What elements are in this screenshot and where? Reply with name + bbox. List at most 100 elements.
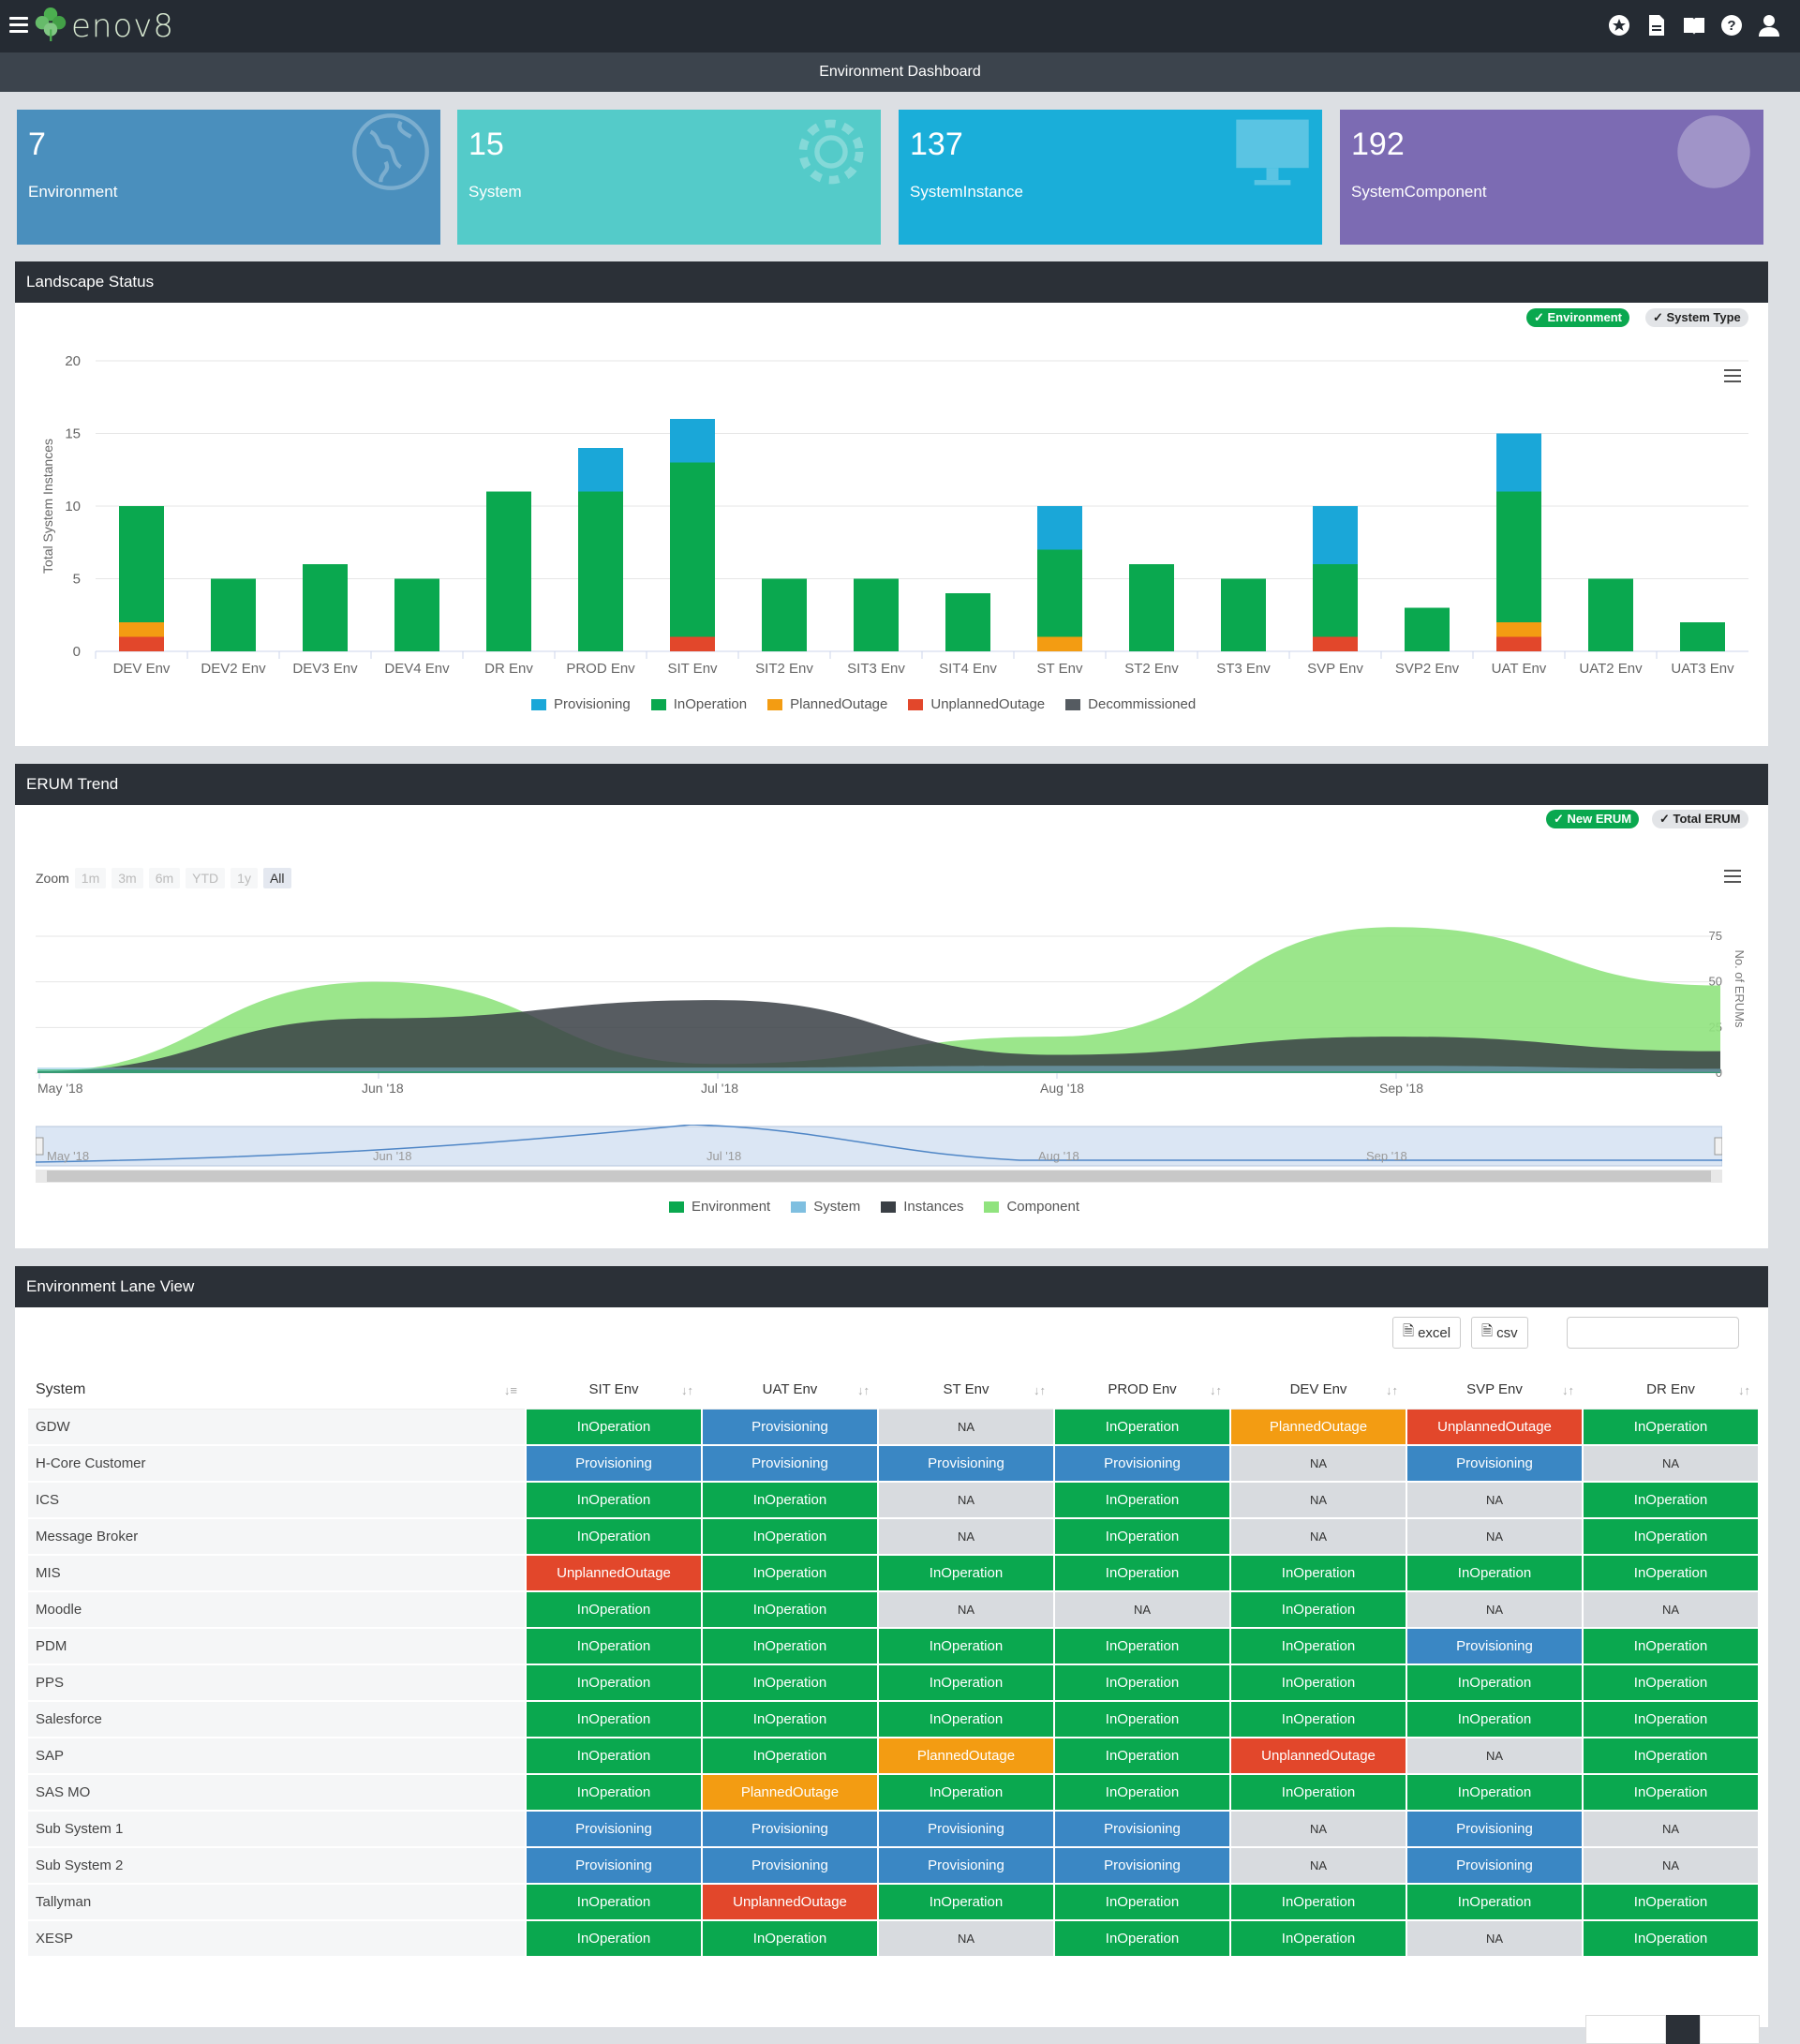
status-cell[interactable]: InOperation (1231, 1702, 1406, 1738)
status-cell[interactable]: InOperation (527, 1592, 701, 1629)
status-cell[interactable]: InOperation (1584, 1519, 1758, 1556)
status-cell[interactable]: InOperation (1231, 1921, 1406, 1958)
status-cell[interactable]: InOperation (703, 1665, 877, 1702)
status-cell[interactable]: InOperation (527, 1519, 701, 1556)
status-cell[interactable]: Provisioning (703, 1812, 877, 1848)
status-cell[interactable]: UnplannedOutage (1407, 1410, 1582, 1446)
status-cell[interactable]: UnplannedOutage (1231, 1738, 1406, 1775)
system-name-cell[interactable]: XESP (28, 1921, 525, 1958)
area-series-environment[interactable] (37, 1069, 1720, 1073)
status-cell[interactable]: PlannedOutage (703, 1775, 877, 1812)
status-cell[interactable]: InOperation (1407, 1775, 1582, 1812)
status-cell[interactable]: InOperation (703, 1629, 877, 1665)
status-cell[interactable]: InOperation (1584, 1775, 1758, 1812)
chart-menu-icon[interactable] (1724, 870, 1741, 883)
status-cell[interactable]: InOperation (527, 1483, 701, 1519)
bar-segment[interactable] (1405, 607, 1450, 652)
bar-segment[interactable] (1313, 636, 1358, 652)
column-header-system[interactable]: System ↓≡ (28, 1370, 525, 1410)
status-cell[interactable]: InOperation (527, 1885, 701, 1921)
status-cell[interactable]: Provisioning (1407, 1629, 1582, 1665)
user-icon[interactable] (1757, 13, 1781, 37)
bar-segment[interactable] (1313, 506, 1358, 564)
status-cell[interactable]: InOperation (703, 1556, 877, 1592)
status-cell[interactable]: NA (1584, 1848, 1758, 1885)
help-icon[interactable]: ? (1719, 13, 1744, 37)
legend-item[interactable]: Decommissioned (1065, 696, 1196, 712)
navigator-left-handle[interactable] (36, 1137, 44, 1156)
status-cell[interactable]: Provisioning (1407, 1446, 1582, 1483)
column-header-env[interactable]: DEV Env ↓↑ (1231, 1370, 1406, 1410)
status-cell[interactable]: InOperation (527, 1665, 701, 1702)
status-cell[interactable]: InOperation (1055, 1556, 1229, 1592)
status-cell[interactable]: PlannedOutage (1231, 1410, 1406, 1446)
status-cell[interactable]: Provisioning (527, 1446, 701, 1483)
status-cell[interactable]: InOperation (703, 1483, 877, 1519)
status-cell[interactable]: InOperation (703, 1738, 877, 1775)
bar-segment[interactable] (1037, 506, 1082, 550)
sort-icon[interactable]: ↓↑ (857, 1383, 870, 1397)
sort-icon[interactable]: ↓↑ (1034, 1383, 1046, 1397)
bar-segment[interactable] (1496, 491, 1541, 623)
status-cell[interactable]: InOperation (1407, 1885, 1582, 1921)
status-cell[interactable]: InOperation (527, 1702, 701, 1738)
system-card[interactable]: 15 System (457, 110, 881, 245)
status-cell[interactable]: InOperation (1584, 1483, 1758, 1519)
status-cell[interactable]: Provisioning (879, 1812, 1053, 1848)
sort-icon[interactable]: ↓↑ (1562, 1383, 1574, 1397)
document-icon[interactable] (1644, 13, 1669, 37)
status-cell[interactable]: InOperation (527, 1410, 701, 1446)
status-cell[interactable]: InOperation (879, 1702, 1053, 1738)
sort-icon[interactable]: ↓↑ (1210, 1383, 1222, 1397)
status-cell[interactable]: Provisioning (703, 1446, 877, 1483)
status-cell[interactable]: NA (1407, 1519, 1582, 1556)
sort-icon[interactable]: ↓≡ (503, 1383, 517, 1397)
status-cell[interactable]: NA (1231, 1446, 1406, 1483)
status-cell[interactable]: Provisioning (1407, 1848, 1582, 1885)
status-cell[interactable]: InOperation (879, 1556, 1053, 1592)
status-cell[interactable]: InOperation (879, 1629, 1053, 1665)
status-cell[interactable]: InOperation (1407, 1665, 1582, 1702)
status-cell[interactable]: NA (1231, 1848, 1406, 1885)
status-cell[interactable]: NA (879, 1483, 1053, 1519)
legend-item[interactable]: System (791, 1199, 860, 1215)
status-cell[interactable]: InOperation (1055, 1775, 1229, 1812)
column-header-env[interactable]: PROD Env ↓↑ (1055, 1370, 1229, 1410)
zoom-6m-button[interactable]: 6m (148, 868, 181, 888)
status-cell[interactable]: InOperation (1584, 1410, 1758, 1446)
zoom-3m-button[interactable]: 3m (112, 868, 143, 888)
status-cell[interactable]: InOperation (1584, 1629, 1758, 1665)
status-cell[interactable]: InOperation (1584, 1885, 1758, 1921)
search-input[interactable] (1567, 1317, 1739, 1349)
system-name-cell[interactable]: Salesforce (28, 1702, 525, 1738)
status-cell[interactable]: InOperation (703, 1921, 877, 1958)
status-cell[interactable]: InOperation (703, 1592, 877, 1629)
next-page-button[interactable] (1700, 2015, 1760, 2044)
area-series-instances[interactable] (37, 1000, 1720, 1073)
book-icon[interactable] (1682, 13, 1706, 37)
status-cell[interactable]: NA (1407, 1738, 1582, 1775)
status-cell[interactable]: InOperation (1055, 1483, 1229, 1519)
system-component-card[interactable]: 192 SystemComponent (1340, 110, 1763, 245)
status-cell[interactable]: InOperation (1407, 1556, 1582, 1592)
status-cell[interactable]: NA (1231, 1519, 1406, 1556)
navigator-scrollbar-thumb[interactable] (47, 1171, 1711, 1182)
status-cell[interactable]: Provisioning (527, 1812, 701, 1848)
page-1-button[interactable] (1666, 2015, 1700, 2044)
export-csv-button[interactable]: 🗎 csv (1471, 1317, 1528, 1349)
bar-segment[interactable] (578, 491, 623, 652)
status-cell[interactable]: InOperation (1584, 1665, 1758, 1702)
status-cell[interactable]: Provisioning (879, 1446, 1053, 1483)
status-cell[interactable]: InOperation (1584, 1556, 1758, 1592)
bar-segment[interactable] (1313, 564, 1358, 637)
status-cell[interactable]: Provisioning (1055, 1848, 1229, 1885)
legend-item[interactable]: Environment (669, 1199, 770, 1215)
system-instance-card[interactable]: 137 SystemInstance (899, 110, 1322, 245)
status-cell[interactable]: InOperation (879, 1775, 1053, 1812)
navigator-right-handle[interactable] (1714, 1137, 1722, 1156)
new-erum-toggle[interactable]: ✓ New ERUM (1546, 810, 1640, 828)
legend-item[interactable]: Component (984, 1199, 1079, 1215)
status-cell[interactable]: NA (1584, 1812, 1758, 1848)
status-cell[interactable]: InOperation (527, 1738, 701, 1775)
status-cell[interactable]: InOperation (1584, 1702, 1758, 1738)
